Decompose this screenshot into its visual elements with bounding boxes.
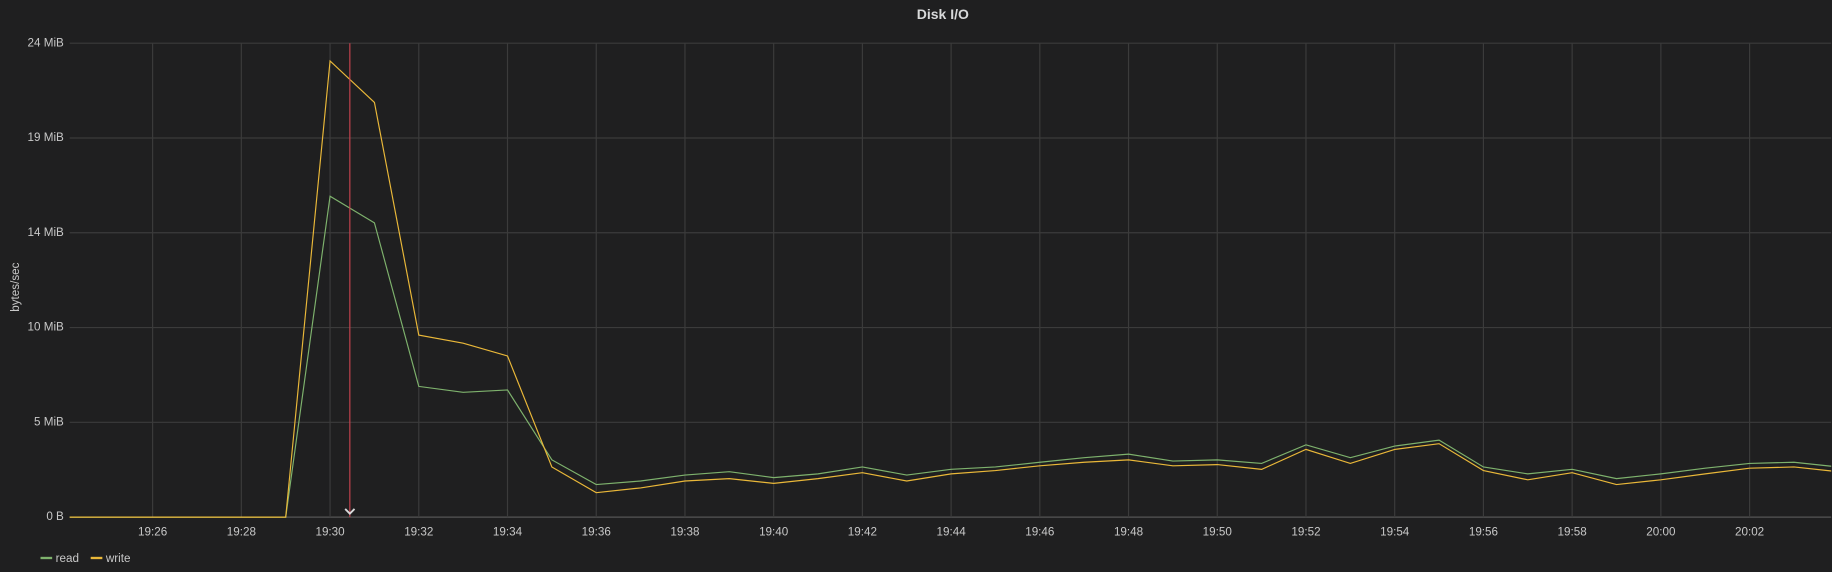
x-tick-label: 19:32 (404, 525, 433, 538)
x-tick-label: 19:54 (1380, 525, 1410, 538)
x-tick-label: 19:46 (1025, 525, 1054, 538)
x-tick-label: 19:28 (227, 525, 256, 538)
x-tick-label: 19:52 (1291, 525, 1320, 538)
x-tick-label: 19:36 (582, 525, 611, 538)
x-tick-label: 19:42 (848, 525, 877, 538)
chart-title: Disk I/O (917, 6, 969, 22)
annotation-arrow (344, 508, 356, 515)
y-tick-label: 10 MiB (28, 321, 65, 334)
y-tick-label: 5 MiB (34, 415, 64, 428)
series-line (69, 195, 1832, 518)
legend-label[interactable]: write (105, 552, 131, 565)
plot (69, 59, 1832, 518)
x-tick-label: 19:26 (138, 525, 167, 538)
y-tick-label: 24 MiB (28, 36, 65, 49)
x-tick-label: 19:50 (1203, 525, 1233, 538)
x-tick-label: 19:48 (1114, 525, 1143, 538)
series-line (69, 59, 1832, 518)
y-tick-label: 0 B (46, 510, 64, 523)
annotation-marker (344, 43, 356, 518)
x-tick-label: 19:30 (315, 525, 345, 538)
x-tick-label: 19:58 (1558, 525, 1587, 538)
x-tick-label: 19:34 (493, 525, 523, 538)
y-tick-label: 19 MiB (28, 131, 65, 144)
x-tick-label: 19:56 (1469, 525, 1498, 538)
y-tick-label: 14 MiB (28, 226, 65, 239)
legend: read write (40, 552, 130, 565)
x-tick-label: 19:38 (670, 525, 699, 538)
x-tick-label: 19:40 (759, 525, 789, 538)
x-tick-label: 20:00 (1646, 525, 1676, 538)
x-tick-label: 19:44 (937, 525, 967, 538)
legend-label[interactable]: read (56, 552, 79, 565)
grid: 0 B 5 MiB 10 MiB 14 MiB 19 MiB 24 MiB 19:26 19:… (28, 36, 1832, 538)
y-axis-label: bytes/sec (9, 262, 22, 311)
x-tick-label: 20:02 (1735, 525, 1764, 538)
